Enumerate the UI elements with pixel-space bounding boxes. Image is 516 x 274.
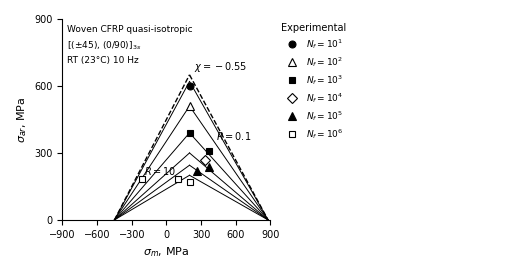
Legend: $N_f = 10^1$, $N_f = 10^2$, $N_f = 10^3$, $N_f = 10^4$, $N_f = 10^5$, $N_f = 10^: $N_f = 10^1$, $N_f = 10^2$, $N_f = 10^3$…	[277, 19, 349, 144]
Text: $R = 10$: $R = 10$	[144, 165, 176, 177]
Y-axis label: $\sigma_{ar}$, MPa: $\sigma_{ar}$, MPa	[15, 96, 29, 143]
Text: Woven CFRP quasi-isotropic
[(±45), (0/90)]$_{3s}$
RT (23°C) 10 Hz: Woven CFRP quasi-isotropic [(±45), (0/90…	[67, 25, 192, 65]
X-axis label: $\sigma_m$, MPa: $\sigma_m$, MPa	[143, 245, 189, 259]
Text: $R = 0.1$: $R = 0.1$	[216, 130, 251, 142]
Text: $\chi = -0.55$: $\chi = -0.55$	[194, 60, 247, 74]
